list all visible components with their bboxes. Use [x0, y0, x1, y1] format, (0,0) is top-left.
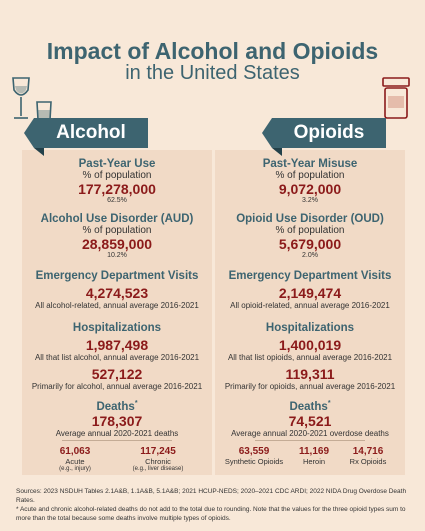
oud-sub: % of population: [275, 225, 345, 236]
opioid-ed-heading: Emergency Department Visits: [228, 270, 392, 282]
opioids-banner: Opioids: [262, 118, 386, 156]
opioid-hosp-heading: Hospitalizations: [265, 322, 355, 334]
ed-heading: Emergency Department Visits: [35, 270, 199, 282]
past-year-use-value: 177,278,000: [78, 181, 156, 197]
opioid-deaths-value: 74,521: [288, 412, 332, 429]
deaths-rx: 14,716 Rx Opioids: [349, 446, 387, 466]
deaths-divider: [62, 440, 172, 441]
title-line2: in the United States: [125, 62, 300, 84]
deaths-acute: 61,063 Acute (e.g., injury): [59, 446, 91, 472]
ed-note: All alcohol-related, annual average 2016…: [35, 301, 199, 310]
alcohol-banner: Alcohol: [24, 118, 148, 156]
deaths-synthetic: 63,559 Synthetic Opioids: [224, 446, 284, 466]
hosp-heading: Hospitalizations: [72, 322, 162, 334]
ed-value: 4,274,523: [85, 285, 149, 301]
aud-sub: % of population: [82, 225, 152, 236]
hosp-value2: 527,122: [91, 366, 143, 382]
past-year-use-pct: 62.5%: [107, 197, 127, 204]
deaths-value: 178,307: [91, 412, 143, 429]
past-year-use-heading: Past-Year Use: [78, 158, 156, 170]
aud-value: 28,859,000: [81, 236, 153, 252]
deaths-heroin: 11,169 Heroin: [298, 446, 330, 466]
opioid-hosp-note2: Primarily for opioids, annual average 20…: [224, 382, 396, 391]
wine-glass-icon: [12, 77, 30, 119]
hosp-value1: 1,987,498: [85, 337, 149, 353]
opioid-hosp-note1: All that list opioids, annual average 20…: [227, 353, 393, 362]
hosp-note1: All that list alcohol, annual average 20…: [34, 353, 200, 362]
alcohol-panel: [22, 150, 212, 475]
past-year-misuse-sub: % of population: [275, 170, 345, 181]
footer-note: * Acute and chronic alcohol-related deat…: [16, 506, 406, 522]
past-year-misuse-pct: 3.2%: [302, 197, 318, 204]
opioids-content: Past-Year Misuse % of population 9,072,0…: [215, 150, 405, 475]
opioid-deaths-divider: [255, 440, 365, 441]
opioid-hosp-value2: 119,311: [285, 366, 335, 382]
title-line1: Impact of Alcohol and Opioids: [46, 38, 379, 64]
opioids-panel: [215, 150, 405, 475]
oud-heading: Opioid Use Disorder (OUD): [236, 213, 384, 225]
opioid-ed-note: All opioid-related, annual average 2016-…: [230, 301, 390, 310]
aud-pct: 10.2%: [107, 252, 127, 259]
opioid-deaths-heading: Deaths*: [289, 400, 331, 413]
alcohol-content: Past-Year Use % of population 177,278,00…: [22, 150, 212, 475]
deaths-heading: Deaths*: [96, 400, 138, 413]
past-year-misuse-heading: Past-Year Misuse: [262, 158, 358, 170]
hosp-note2: Primarily for alcohol, annual average 20…: [31, 382, 203, 391]
opioid-ed-value: 2,149,474: [278, 285, 342, 301]
oud-pct: 2.0%: [302, 252, 318, 259]
deaths-chronic: 117,245 Chronic (e.g., liver disease): [132, 446, 184, 472]
footer-sources: Sources: 2023 NSDUH Tables 2.1A&B, 1.1A&…: [16, 488, 407, 504]
opioid-deaths-note: Average annual 2020-2021 overdose deaths: [231, 428, 389, 438]
aud-heading: Alcohol Use Disorder (AUD): [40, 213, 194, 225]
deaths-note: Average annual 2020-2021 deaths: [55, 428, 179, 438]
pill-bottle-icon: [382, 77, 410, 119]
opioid-hosp-value1: 1,400,019: [278, 337, 342, 353]
past-year-use-sub: % of population: [82, 170, 152, 181]
oud-value: 5,679,000: [278, 236, 342, 252]
past-year-misuse-value: 9,072,000: [278, 181, 342, 197]
